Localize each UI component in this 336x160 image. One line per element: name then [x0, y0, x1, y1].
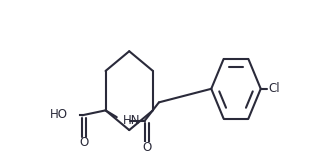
Text: O: O — [80, 136, 89, 149]
Text: HO: HO — [50, 108, 68, 121]
Text: O: O — [142, 141, 151, 154]
Text: HN: HN — [123, 114, 140, 127]
Text: Cl: Cl — [268, 82, 280, 95]
